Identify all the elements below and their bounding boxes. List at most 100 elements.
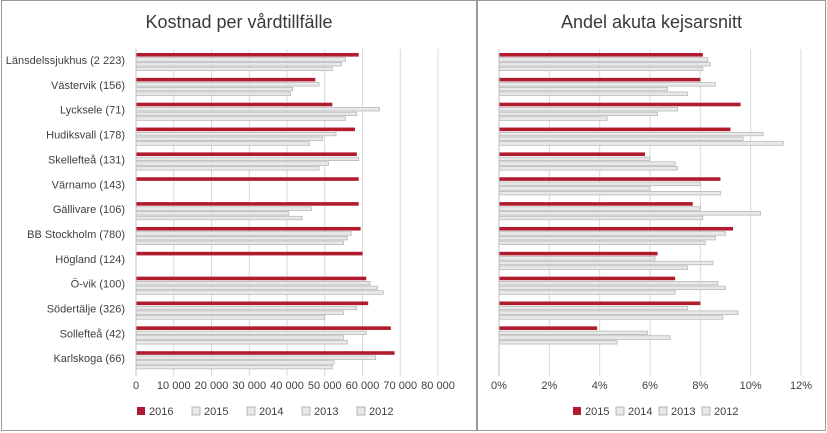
csection-bar-2012-solleftea-42 <box>498 340 618 345</box>
csection-bar-2013-varnamo-143 <box>498 186 651 191</box>
category-label-solleftea-42: Sollefteå (42) <box>60 328 125 340</box>
cost-bar-2015-solleftea-42 <box>135 330 367 335</box>
csection-bar-2014-hudiksvall-178 <box>498 131 764 137</box>
category-label-varnamo-143: Värnamo (143) <box>52 179 125 191</box>
cost-bar-2014-hudiksvall-178 <box>135 136 324 141</box>
cost-bar-2014-solleftea-42 <box>135 335 344 340</box>
cost-bar-2016-vastervik-156 <box>136 77 316 82</box>
csection-legend-swatch-2013 <box>658 406 668 416</box>
category-label-karlskoga-66: Karlskoga (66) <box>53 353 125 365</box>
csection-bar-2015-bb-stockholm-780 <box>499 226 734 231</box>
csection-legend-swatch-2014 <box>615 406 625 416</box>
cost-legend-label-2016: 2016 <box>149 406 173 418</box>
category-label-lycksele-71: Lycksele (71) <box>60 105 125 117</box>
cost-bar-2014-vastervik-156 <box>135 86 293 92</box>
csection-bar-2013-vastervik-156 <box>498 86 668 92</box>
csection-bar-2015-lansdelssjukhus-2-223 <box>499 53 703 57</box>
cost-bar-2015-o-vik-100 <box>135 281 371 286</box>
csection-bar-2012-gallivare-106 <box>498 215 704 221</box>
csection-bar-2012-lansdelssjukhus-2-223 <box>498 66 704 71</box>
cost-bar-2016-sodertalje-326 <box>136 301 369 306</box>
cost-tick-label: 80 000 <box>421 380 455 392</box>
category-label-o-vik-100: Ö-vik (100) <box>71 279 125 291</box>
csection-bar-2014-hogland-124 <box>498 256 656 261</box>
cost-bar-2015-bb-stockholm-780 <box>135 231 352 236</box>
cost-legend-swatch-2014 <box>246 406 256 416</box>
cost-bar-2013-lansdelssjukhus-2-223 <box>135 66 333 71</box>
cost-bar-2015-lansdelssjukhus-2-223 <box>135 57 346 62</box>
csection-bar-2012-bb-stockholm-780 <box>498 240 706 245</box>
cost-chart-plot: 0 10 000 20 000 30 000 40 000 50 000 60 000 70 … <box>6 49 455 418</box>
csection-bar-2014-solleftea-42 <box>498 330 648 335</box>
category-label-skelleftea-131: Skellefteå (131) <box>48 154 125 166</box>
csection-tick-label: 8% <box>692 380 708 392</box>
cost-chart-title: Kostnad per vårdtillfälle <box>145 12 333 32</box>
cost-bar-2013-solleftea-42 <box>135 340 348 345</box>
csection-bar-2015-skelleftea-131 <box>499 152 645 156</box>
cost-bar-2013-hudiksvall-178 <box>135 141 310 146</box>
csection-bar-2015-o-vik-100 <box>499 276 676 281</box>
csection-tick-label: 0% <box>491 380 507 392</box>
csection-tick-label: 10% <box>740 380 762 392</box>
csection-bar-2014-vastervik-156 <box>498 82 716 87</box>
csection-bar-2014-sodertalje-326 <box>498 305 689 311</box>
cost-legend-swatch-2012 <box>356 406 366 416</box>
cost-bar-2016-hogland-124 <box>136 251 363 256</box>
cost-bar-2015-karlskoga-66 <box>135 355 377 360</box>
csection-bar-2013-sodertalje-326 <box>498 310 739 315</box>
csection-chart-plot: 0% 2% 4% 6% 8% 10% 12% 2015 2014 2013 2012 <box>491 49 812 418</box>
cost-tick-label: 60 000 <box>346 380 380 392</box>
csection-bar-2015-varnamo-143 <box>499 177 721 181</box>
csection-bar-2013-lansdelssjukhus-2-223 <box>498 62 711 67</box>
csection-legend-label-2014: 2014 <box>628 406 652 418</box>
cost-legend-label-2014: 2014 <box>259 406 283 418</box>
cost-tick-label: 30 000 <box>232 380 266 392</box>
csection-bar-2013-bb-stockholm-780 <box>498 236 716 241</box>
cost-legend-swatch-2015 <box>191 406 201 416</box>
csection-chart-title: Andel akuta kejsarsnitt <box>560 12 743 32</box>
csection-legend-label-2012: 2012 <box>714 406 738 418</box>
csection-bar-2013-skelleftea-131 <box>498 161 676 166</box>
csection-bar-2012-hogland-124 <box>498 265 689 270</box>
csection-bar-2013-hogland-124 <box>498 260 714 266</box>
cost-bar-2013-karlskoga-66 <box>135 364 333 370</box>
csection-bar-2012-lycksele-71 <box>498 116 608 121</box>
cost-bar-2016-hudiksvall-178 <box>136 127 355 132</box>
cost-bar-2014-sodertalje-326 <box>135 310 344 315</box>
csection-legend-swatch-2015 <box>573 407 581 415</box>
cost-bar-2016-karlskoga-66 <box>136 351 395 355</box>
cost-bar-2015-sodertalje-326 <box>135 305 358 311</box>
cost-bar-2016-lansdelssjukhus-2-223 <box>136 53 359 57</box>
csection-bar-2015-lycksele-71 <box>499 102 741 107</box>
csection-tick-label: 2% <box>541 380 557 392</box>
csection-bar-2014-bb-stockholm-780 <box>498 231 726 236</box>
csection-tick-label: 4% <box>592 380 608 392</box>
cost-bar-2016-skelleftea-131 <box>136 152 357 156</box>
category-label-bb-stockholm-780: BB Stockholm (780) <box>27 229 125 241</box>
cost-bar-2013-gallivare-106 <box>135 215 303 221</box>
cost-bar-2015-lycksele-71 <box>135 107 380 112</box>
cost-bar-2015-skelleftea-131 <box>135 156 360 162</box>
cost-tick-label: 50 000 <box>308 380 342 392</box>
csection-bar-2015-vastervik-156 <box>499 77 701 82</box>
category-label-sodertalje-326: Södertälje (326) <box>47 304 125 316</box>
cost-tick-label: 0 <box>133 380 139 392</box>
cost-tick-label: 20 000 <box>195 380 229 392</box>
cost-bar-2014-skelleftea-131 <box>135 161 329 166</box>
csection-chart-panel: Andel akuta kejsarsnitt 0% 2% 4% 6% 8% 10% 12%… <box>477 0 826 431</box>
category-label-lansdelssjukhus-2-223: Länsdelssjukhus (2 223) <box>6 55 125 67</box>
cost-legend-swatch-2016 <box>137 407 145 415</box>
csection-bar-2012-hudiksvall-178 <box>498 141 784 146</box>
csection-bar-2014-lycksele-71 <box>498 107 678 112</box>
cost-bar-2014-lansdelssjukhus-2-223 <box>135 62 343 67</box>
csection-tick-label: 6% <box>642 380 658 392</box>
csection-bar-2012-sodertalje-326 <box>498 315 724 320</box>
cost-bar-2014-lycksele-71 <box>135 111 358 116</box>
cost-bar-2015-gallivare-106 <box>135 206 312 211</box>
csection-bar-2015-solleftea-42 <box>499 326 598 330</box>
cost-bar-2013-bb-stockholm-780 <box>135 240 344 245</box>
category-label-gallivare-106: Gällivare (106) <box>53 204 125 216</box>
cost-bar-2013-o-vik-100 <box>135 290 384 295</box>
cost-chart-panel: Kostnad per vårdtillfälle 0 10 000 20 000 3… <box>1 0 477 431</box>
cost-bar-2014-bb-stockholm-780 <box>135 236 348 241</box>
